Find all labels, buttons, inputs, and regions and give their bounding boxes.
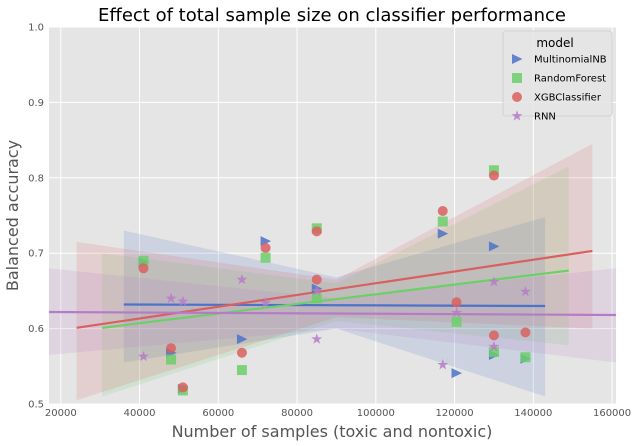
y-tick-label: 0.8 <box>28 173 44 184</box>
y-axis-label: Balanced accuracy <box>3 140 22 291</box>
xgbclassifier-point <box>437 205 448 216</box>
x-tick-label: 40000 <box>124 408 156 419</box>
fit-lines <box>48 249 617 329</box>
rnn-point <box>519 285 531 297</box>
randomforest-point <box>451 316 462 327</box>
rnn-point <box>165 292 177 304</box>
xgbclassifier-point <box>451 297 462 308</box>
xgbclassifier-point <box>311 226 322 237</box>
multinomialnb-point <box>236 334 248 345</box>
rnn-legend-label: RNN <box>534 112 556 123</box>
randomforest-legend-marker <box>512 73 522 83</box>
rnn-fit-line <box>48 310 617 317</box>
xgbclassifier-point <box>166 343 177 354</box>
randomforest-point <box>311 293 322 304</box>
rnn-point <box>451 307 462 318</box>
rnn-point <box>138 350 149 362</box>
x-tick-label: 60000 <box>202 408 234 419</box>
multinomialnb-fit-line <box>123 303 546 308</box>
x-tick-label: 120000 <box>435 408 473 419</box>
randomforest-point <box>520 352 531 363</box>
xgbclassifier-point <box>260 242 271 253</box>
x-tick-label: 160000 <box>593 408 631 419</box>
multinomialnb-confidence-band <box>123 217 546 397</box>
x-tick-label: 140000 <box>514 408 552 419</box>
rnn-legend-marker <box>511 110 523 121</box>
y-tick-label: 1.0 <box>28 23 44 34</box>
xgbclassifier-point <box>311 274 322 285</box>
y-tick-label: 0.5 <box>28 400 44 411</box>
x-tick-label: 20000 <box>45 408 77 419</box>
xgbclassifier-legend-marker <box>512 92 522 102</box>
rnn-confidence-band <box>49 268 616 363</box>
rnn-point <box>177 295 189 307</box>
randomforest-point <box>236 365 247 376</box>
rnn-point <box>260 297 272 308</box>
xgbclassifier-point <box>138 263 149 274</box>
xgbclassifier-fit-line <box>76 249 593 329</box>
randomforest-confidence-band <box>102 166 569 397</box>
randomforest-point <box>488 165 499 176</box>
randomforest-point <box>437 216 448 227</box>
xgbclassifier-point <box>488 170 499 181</box>
multinomialnb-point <box>488 241 500 252</box>
rnn-point <box>311 333 323 344</box>
randomforest-point <box>138 255 149 266</box>
legend: model MultinomialNB RandomForest XGBClassi… <box>502 30 613 123</box>
randomforest-point <box>166 354 177 365</box>
multinomialnb-point <box>437 228 449 239</box>
xgbclassifier-point <box>236 347 247 358</box>
legend-title: model <box>536 36 573 50</box>
xgbclassifier-confidence-band <box>76 143 593 401</box>
rnn-point <box>311 285 323 296</box>
randomforest-legend-label: RandomForest <box>534 74 606 85</box>
rnn-point <box>488 276 500 287</box>
multinomialnb-legend-marker <box>512 54 523 64</box>
y-tick-label: 0.6 <box>28 324 44 335</box>
rnn-point <box>437 359 449 370</box>
x-axis-label: Number of samples (toxic and nontoxic) <box>172 422 493 441</box>
chart-title: Effect of total sample size on classifie… <box>98 5 566 26</box>
randomforest-point <box>260 252 271 263</box>
x-tick-label: 100000 <box>357 408 395 419</box>
y-tick-label: 0.9 <box>28 98 44 109</box>
xgbclassifier-point <box>488 330 499 341</box>
randomforest-point <box>488 346 499 357</box>
multinomialnb-legend-label: MultinomialNB <box>534 55 607 66</box>
multinomialnb-point <box>451 368 463 379</box>
data-points <box>138 165 531 396</box>
tick-labels: 20000 40000 60000 80000 100000 120000 140000 16… <box>28 23 631 420</box>
legend-box <box>502 30 613 117</box>
xgbclassifier-point <box>520 327 531 338</box>
xgbclassifier-legend-label: XGBClassifier <box>534 93 602 104</box>
x-tick-label: 80000 <box>281 408 313 419</box>
xgbclassifier-point <box>177 382 188 393</box>
rnn-point <box>236 273 248 285</box>
y-tick-label: 0.7 <box>28 249 44 260</box>
rnn-point <box>488 340 500 352</box>
confidence-bands <box>49 143 616 401</box>
